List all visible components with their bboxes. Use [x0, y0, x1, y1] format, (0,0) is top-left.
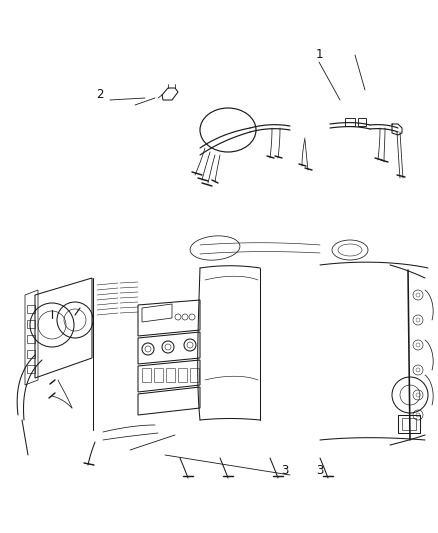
Bar: [358, 118, 366, 126]
Bar: [142, 368, 151, 382]
Bar: [345, 118, 355, 126]
Bar: [166, 368, 175, 382]
Bar: [398, 415, 420, 433]
Bar: [402, 418, 416, 430]
Bar: [27, 365, 35, 373]
Text: 3: 3: [316, 464, 324, 477]
Bar: [190, 368, 199, 382]
Bar: [178, 368, 187, 382]
Text: 1: 1: [315, 49, 323, 61]
Text: 2: 2: [96, 88, 104, 101]
Bar: [27, 335, 35, 343]
Bar: [154, 368, 163, 382]
Bar: [27, 350, 35, 358]
Text: 3: 3: [281, 464, 289, 477]
Bar: [27, 320, 35, 328]
Bar: [27, 305, 35, 313]
